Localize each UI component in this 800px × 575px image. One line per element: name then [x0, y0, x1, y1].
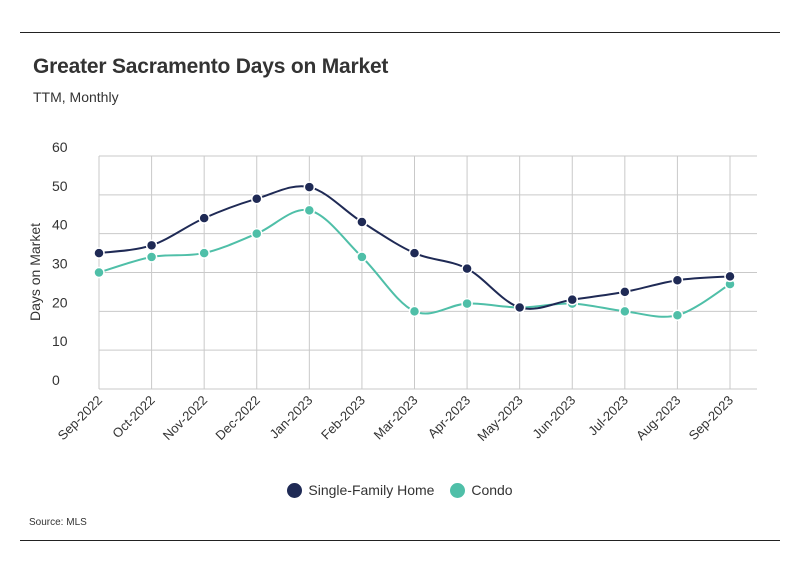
source-note: Source: MLS [29, 517, 87, 528]
y-tick-label: 30 [52, 256, 68, 272]
x-tick-label: Dec-2022 [212, 393, 262, 443]
legend-label-single-family: Single-Family Home [308, 482, 435, 498]
data-point-single-family-home [513, 301, 526, 314]
y-tick-label: 10 [52, 333, 68, 349]
x-tick-label: Sep-2023 [686, 393, 736, 443]
chart-subtitle: TTM, Monthly [33, 89, 119, 105]
x-tick-label: Mar-2023 [371, 393, 421, 443]
data-point-single-family-home [566, 293, 578, 306]
x-tick-label: Oct-2022 [109, 393, 157, 441]
legend-swatch-condo [450, 482, 466, 498]
y-tick-label: 0 [52, 372, 60, 388]
x-tick-label: Jul-2023 [585, 393, 631, 439]
x-tick-label: May-2023 [474, 393, 525, 444]
x-tick-label: Nov-2022 [160, 393, 210, 443]
data-point-single-family-home [461, 262, 473, 275]
chart-title: Greater Sacramento Days on Market [33, 55, 389, 78]
data-point-single-family-home [408, 247, 421, 259]
y-tick-label: 20 [52, 294, 68, 310]
x-tick-label: Feb-2023 [318, 393, 368, 443]
data-point-single-family-home [303, 181, 316, 193]
data-point-condo [671, 309, 684, 321]
x-tick-label: Jun-2023 [529, 393, 578, 442]
x-tick-label: Aug-2023 [633, 393, 683, 443]
legend-item-single-family: Single-Family Home [287, 482, 434, 498]
legend-label-condo: Condo [471, 482, 513, 498]
data-point-condo [408, 305, 421, 318]
top-rule [20, 32, 780, 33]
data-point-single-family-home [671, 274, 684, 287]
x-tick-label: Jan-2023 [267, 393, 316, 442]
legend-item-condo: Condo [450, 482, 513, 498]
data-point-single-family-home [724, 270, 736, 283]
legend-swatch-single-family [287, 482, 303, 498]
data-point-condo [93, 266, 105, 279]
x-tick-label: Apr-2023 [425, 393, 473, 441]
x-tick-label: Sep-2022 [55, 393, 105, 443]
data-point-condo [303, 204, 316, 217]
legend: Single-Family Home Condo [0, 482, 800, 501]
bottom-rule [20, 540, 780, 541]
y-tick-label: 40 [52, 217, 68, 233]
data-point-single-family-home [93, 247, 105, 259]
y-axis-label: Days on Market [27, 223, 43, 321]
data-point-condo [251, 227, 263, 240]
data-point-single-family-home [619, 286, 631, 298]
data-point-single-family-home [198, 212, 210, 224]
data-point-condo [198, 247, 210, 259]
y-tick-label: 50 [52, 178, 68, 194]
data-point-condo [619, 305, 631, 318]
data-point-single-family-home [356, 216, 368, 228]
data-point-single-family-home [251, 192, 263, 205]
data-point-condo [461, 297, 473, 310]
data-point-condo [356, 251, 368, 263]
y-tick-label: 60 [52, 139, 68, 155]
data-point-condo [145, 251, 158, 263]
data-point-single-family-home [145, 239, 158, 252]
